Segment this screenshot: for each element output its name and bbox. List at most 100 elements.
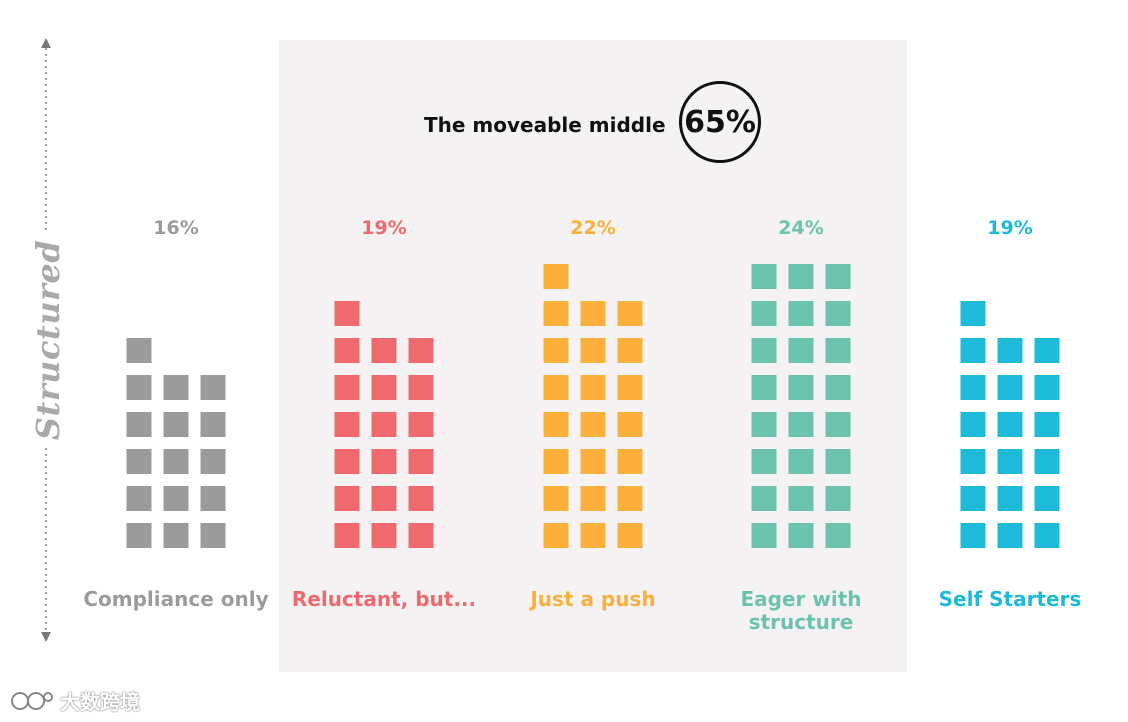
- waffle-square: [371, 375, 397, 400]
- waffle-square: [960, 412, 986, 437]
- watermark-logo-icon: [11, 691, 53, 710]
- waffle-square: [580, 375, 606, 400]
- waffle-square: [334, 301, 360, 326]
- waffle-square: [997, 375, 1023, 400]
- watermark: 大数跨境: [10, 686, 140, 715]
- waffle-square: [788, 486, 814, 511]
- waffle-square: [751, 449, 777, 474]
- waffle-square: [997, 486, 1023, 511]
- waffle-square: [334, 486, 360, 511]
- waffle-square: [617, 449, 643, 474]
- waffle-square: [751, 375, 777, 400]
- waffle-square: [751, 523, 777, 548]
- waffle-square: [960, 523, 986, 548]
- waffle-square: [825, 375, 851, 400]
- waffle-square: [371, 412, 397, 437]
- category-label: structure: [749, 610, 854, 634]
- watermark-text: 大数跨境: [60, 690, 140, 714]
- waffle-square: [543, 301, 569, 326]
- waffle-square: [580, 523, 606, 548]
- waffle-square: [751, 264, 777, 289]
- waffle-square: [617, 486, 643, 511]
- value-label: 24%: [778, 217, 823, 239]
- waffle-square: [163, 412, 189, 437]
- waffle-square: [617, 301, 643, 326]
- waffle-square: [334, 338, 360, 363]
- value-label: 16%: [153, 217, 198, 239]
- waffle-square: [825, 301, 851, 326]
- waffle-square: [1034, 449, 1060, 474]
- waffle-square: [960, 486, 986, 511]
- waffle-square: [960, 375, 986, 400]
- waffle-square: [334, 375, 360, 400]
- moveable-middle-value: 65%: [684, 104, 756, 140]
- waffle-square: [997, 412, 1023, 437]
- value-label: 22%: [570, 217, 615, 239]
- waffle-square: [825, 449, 851, 474]
- vertical-axis-arrow: [41, 38, 51, 642]
- waffle-square: [997, 523, 1023, 548]
- waffle-square: [617, 523, 643, 548]
- waffle-square: [788, 338, 814, 363]
- waffle-square: [580, 412, 606, 437]
- waffle-square: [751, 301, 777, 326]
- waffle-square: [788, 449, 814, 474]
- moveable-middle-circle: 65%: [679, 81, 761, 163]
- moveable-middle-label: The moveable middle: [424, 113, 666, 137]
- waffle-square: [371, 523, 397, 548]
- waffle-square: [825, 338, 851, 363]
- waffle-square: [825, 523, 851, 548]
- waffle-square: [334, 412, 360, 437]
- waffle-square: [543, 449, 569, 474]
- value-label: 19%: [361, 217, 406, 239]
- category-label: Self Starters: [939, 587, 1082, 611]
- waffle-square: [408, 486, 434, 511]
- waffle-square: [126, 412, 152, 437]
- waffle-square: [1034, 523, 1060, 548]
- waffle-square: [1034, 486, 1060, 511]
- category-label: Compliance only: [83, 587, 268, 611]
- waffle-square: [163, 523, 189, 548]
- waffle-square: [163, 375, 189, 400]
- waffle-square: [788, 375, 814, 400]
- waffle-square: [371, 486, 397, 511]
- waffle-square: [1034, 412, 1060, 437]
- waffle-square: [163, 449, 189, 474]
- category-label: Reluctant, but...: [292, 587, 476, 611]
- waffle-square: [1034, 338, 1060, 363]
- waffle-square: [617, 338, 643, 363]
- waffle-square: [788, 412, 814, 437]
- waffle-square: [997, 338, 1023, 363]
- waffle-square: [126, 523, 152, 548]
- waffle-square: [580, 338, 606, 363]
- waffle-square: [543, 338, 569, 363]
- category-label: Eager with: [741, 587, 862, 611]
- waffle-square: [543, 264, 569, 289]
- waffle-square: [580, 449, 606, 474]
- waffle-square: [200, 486, 226, 511]
- waffle-square: [163, 486, 189, 511]
- waffle-square: [617, 375, 643, 400]
- waffle-square: [751, 338, 777, 363]
- waffle-square: [408, 375, 434, 400]
- waffle-square: [751, 412, 777, 437]
- waffle-square: [543, 523, 569, 548]
- waffle-square: [1034, 375, 1060, 400]
- waffle-square: [580, 486, 606, 511]
- waffle-square: [126, 375, 152, 400]
- category-label: Just a push: [528, 587, 655, 611]
- waffle-square: [580, 301, 606, 326]
- waffle-square: [543, 486, 569, 511]
- waffle-square: [751, 486, 777, 511]
- waffle-square: [200, 523, 226, 548]
- waffle-square: [960, 449, 986, 474]
- waffle-square: [825, 412, 851, 437]
- waffle-square: [200, 375, 226, 400]
- waffle-square: [371, 338, 397, 363]
- waffle-square: [408, 338, 434, 363]
- waffle-square: [617, 412, 643, 437]
- waffle-square: [788, 301, 814, 326]
- waffle-square: [960, 338, 986, 363]
- waffle-square: [371, 449, 397, 474]
